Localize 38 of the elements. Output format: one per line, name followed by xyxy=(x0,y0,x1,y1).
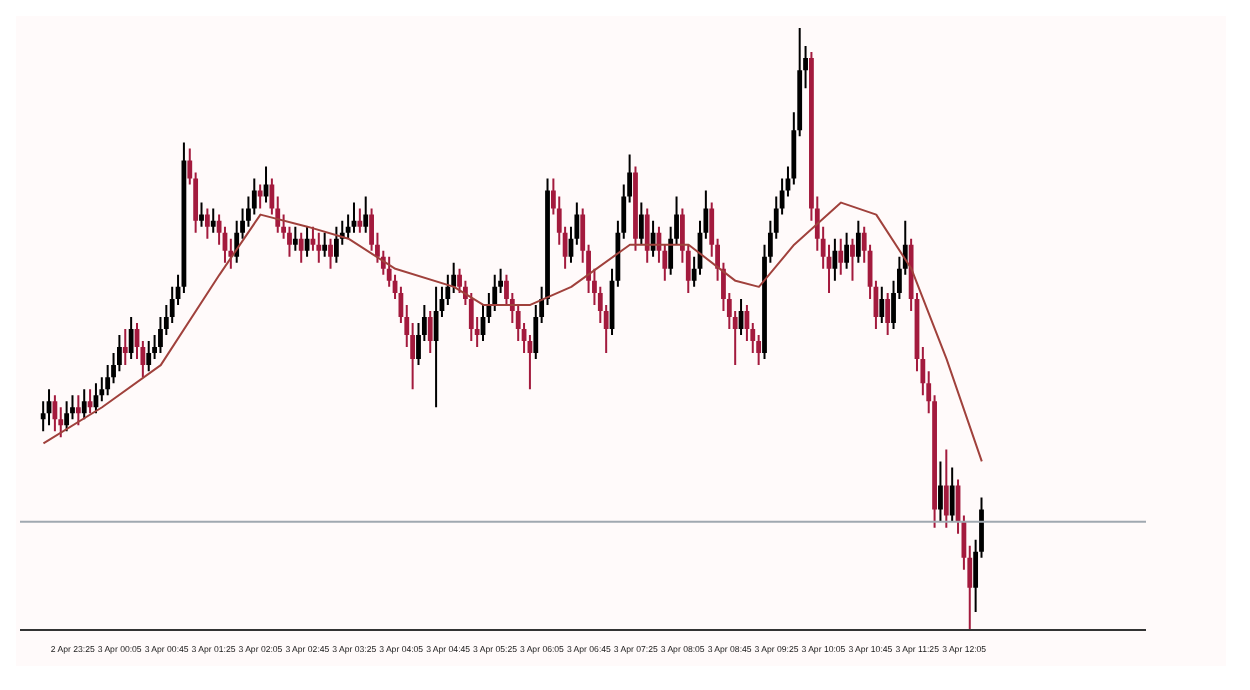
candlestick xyxy=(943,449,949,528)
candlestick xyxy=(850,238,855,281)
candlestick xyxy=(46,389,52,426)
candlestick xyxy=(122,329,128,366)
candlestick xyxy=(333,226,339,263)
candlestick xyxy=(75,395,81,426)
candlestick xyxy=(298,232,304,263)
candlestick xyxy=(257,184,263,209)
candlestick xyxy=(128,316,134,360)
candlestick xyxy=(638,202,644,245)
candlestick xyxy=(210,208,216,233)
candlestick xyxy=(363,196,369,233)
candlestick xyxy=(433,286,439,408)
candlestick xyxy=(64,401,70,432)
candlestick xyxy=(316,232,322,263)
candlestick xyxy=(87,389,93,414)
candlestick xyxy=(644,208,650,263)
candlestick xyxy=(292,226,298,251)
candlestick xyxy=(146,341,152,372)
candlestick xyxy=(633,166,638,251)
candlestick xyxy=(949,467,955,522)
candlestick xyxy=(351,202,357,233)
candlestick xyxy=(322,232,328,257)
candlestick xyxy=(328,238,333,269)
candlestick xyxy=(263,166,269,203)
candlestick xyxy=(427,310,433,354)
candlestick xyxy=(52,395,58,432)
candlestick xyxy=(938,461,943,522)
candlestick xyxy=(199,202,204,227)
candlestick xyxy=(81,389,87,420)
candlestick xyxy=(838,238,844,275)
candlestick xyxy=(204,208,210,239)
candlestick xyxy=(844,232,850,269)
candlestick xyxy=(885,292,891,336)
candlestick xyxy=(855,220,861,263)
candlestick xyxy=(832,238,838,281)
candlestick xyxy=(879,286,885,323)
candlestick xyxy=(357,208,363,233)
